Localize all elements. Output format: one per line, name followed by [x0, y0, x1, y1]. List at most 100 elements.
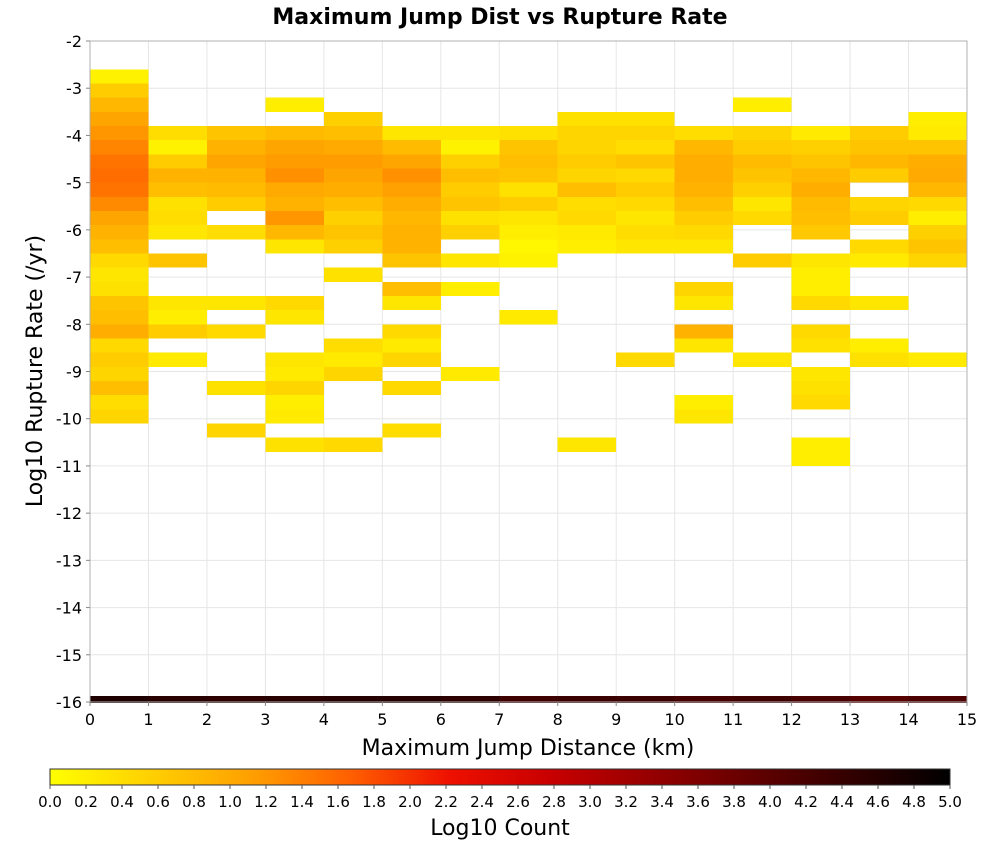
heatmap-cell: [90, 409, 149, 424]
heatmap-cell-bottom-row: [499, 696, 558, 704]
heatmap-cell: [674, 196, 734, 211]
heatmap-cell: [90, 267, 149, 282]
heatmap-cell: [382, 196, 441, 211]
heatmap-cell: [733, 253, 792, 268]
heatmap-cell-bottom-row: [148, 696, 207, 704]
heatmap-cell: [499, 196, 558, 211]
heatmap-cell: [382, 168, 441, 183]
heatmap-cells: [90, 69, 967, 704]
heatmap-cell: [850, 295, 909, 311]
colorbar-tick-label: 3.4: [650, 793, 674, 811]
heatmap-cell: [791, 451, 851, 466]
heatmap-cell: [557, 225, 617, 240]
heatmap-cell-bottom-row: [265, 696, 324, 704]
chart-title: Maximum Jump Dist vs Rupture Rate: [272, 5, 727, 30]
heatmap-cell: [90, 239, 149, 254]
heatmap-cell: [323, 352, 383, 367]
heatmap-cell: [440, 182, 500, 197]
heatmap-cell-bottom-row: [557, 696, 617, 704]
heatmap-cell: [90, 168, 149, 183]
x-tick-label: 10: [664, 710, 684, 729]
heatmap-cell: [206, 168, 266, 183]
y-axis-ticks: -2 -3 -4 -5 -6 -7 -8 -9 -10 -11 -12 -13 -14 -15 -16: [56, 32, 90, 712]
heatmap-cell: [791, 295, 851, 311]
heatmap-cell: [674, 395, 734, 410]
heatmap-cell: [148, 352, 207, 367]
y-axis-label: Log10 Rupture Rate (/yr): [23, 235, 48, 507]
heatmap-cell: [148, 310, 207, 325]
colorbar-tick-label: 1.0: [218, 793, 242, 811]
heatmap-cell: [382, 423, 441, 438]
heatmap-cell: [382, 182, 441, 197]
heatmap-cell: [206, 196, 266, 211]
colorbar-tick-label: 2.8: [542, 793, 566, 811]
x-tick-label: 15: [957, 710, 977, 729]
heatmap-cell: [440, 168, 500, 183]
heatmap-cell: [90, 140, 149, 155]
x-tick-label: 8: [553, 710, 563, 729]
heatmap-cell: [674, 210, 734, 226]
heatmap-cell: [382, 140, 441, 155]
heatmap-cell: [265, 225, 324, 240]
heatmap-cell: [90, 196, 149, 211]
heatmap-cell: [440, 125, 500, 141]
heatmap-cell: [616, 168, 675, 183]
heatmap-cell: [791, 140, 851, 155]
heatmap-cell: [791, 168, 851, 183]
heatmap-cell: [206, 125, 266, 141]
x-tick-label: 5: [377, 710, 387, 729]
x-tick-label: 3: [260, 710, 270, 729]
heatmap-cell: [908, 140, 967, 155]
heatmap-cell: [499, 239, 558, 254]
colorbar-tick-label: 1.6: [326, 793, 350, 811]
heatmap-cell: [674, 409, 734, 424]
colorbar-tick-label: 4.2: [794, 793, 818, 811]
heatmap-cell: [850, 154, 909, 169]
colorbar-tick-label: 0.6: [146, 793, 170, 811]
heatmap-cell: [850, 168, 909, 183]
heatmap-cell-bottom-row: [382, 696, 441, 704]
heatmap-cell: [499, 125, 558, 141]
heatmap-cell: [206, 295, 266, 311]
colorbar-tick-label: 0.0: [38, 793, 62, 811]
colorbar: [49, 768, 951, 786]
x-tick-label: 11: [723, 710, 743, 729]
heatmap-cell: [733, 210, 792, 226]
colorbar-tick-label: 3.6: [686, 793, 710, 811]
heatmap-cell: [557, 154, 617, 169]
colorbar-tick-label: 1.2: [254, 793, 278, 811]
heatmap-cell: [674, 295, 734, 311]
heatmap-cell: [440, 253, 500, 268]
y-tick-label: -8: [66, 315, 82, 334]
heatmap-cell: [791, 437, 851, 452]
colorbar-tick-label: 1.4: [290, 793, 314, 811]
heatmap-cell: [90, 97, 149, 112]
heatmap-cell: [323, 168, 383, 183]
heatmap-cell: [90, 210, 149, 226]
heatmap-cell: [265, 352, 324, 367]
x-tick-label: 9: [611, 710, 621, 729]
colorbar-tick-label: 3.2: [614, 793, 638, 811]
heatmap-cell: [791, 253, 851, 268]
heatmap-cell: [90, 295, 149, 311]
heatmap-cell: [733, 154, 792, 169]
heatmap-cell: [557, 168, 617, 183]
x-tick-label: 2: [202, 710, 212, 729]
heatmap-cell: [206, 182, 266, 197]
colorbar-tick-label: 3.0: [578, 793, 602, 811]
heatmap-cell: [382, 239, 441, 254]
heatmap-cell: [499, 168, 558, 183]
heatmap-cell: [323, 437, 383, 452]
y-tick-label: -2: [66, 32, 82, 51]
heatmap-cell: [323, 225, 383, 240]
heatmap-cell: [791, 154, 851, 169]
colorbar-ticks: 0.0 0.2 0.4 0.6 0.8 1.0 1.2 1.4 1.6 1.8 2.0 2.2 2.4 2…: [38, 785, 962, 811]
heatmap-cell: [382, 295, 441, 311]
heatmap-cell: [206, 140, 266, 155]
heatmap-cell: [148, 225, 207, 240]
heatmap-cell: [908, 111, 967, 126]
heatmap-cell: [265, 380, 324, 396]
heatmap-cell: [323, 239, 383, 254]
heatmap-cell: [791, 281, 851, 296]
heatmap-cell: [90, 338, 149, 353]
